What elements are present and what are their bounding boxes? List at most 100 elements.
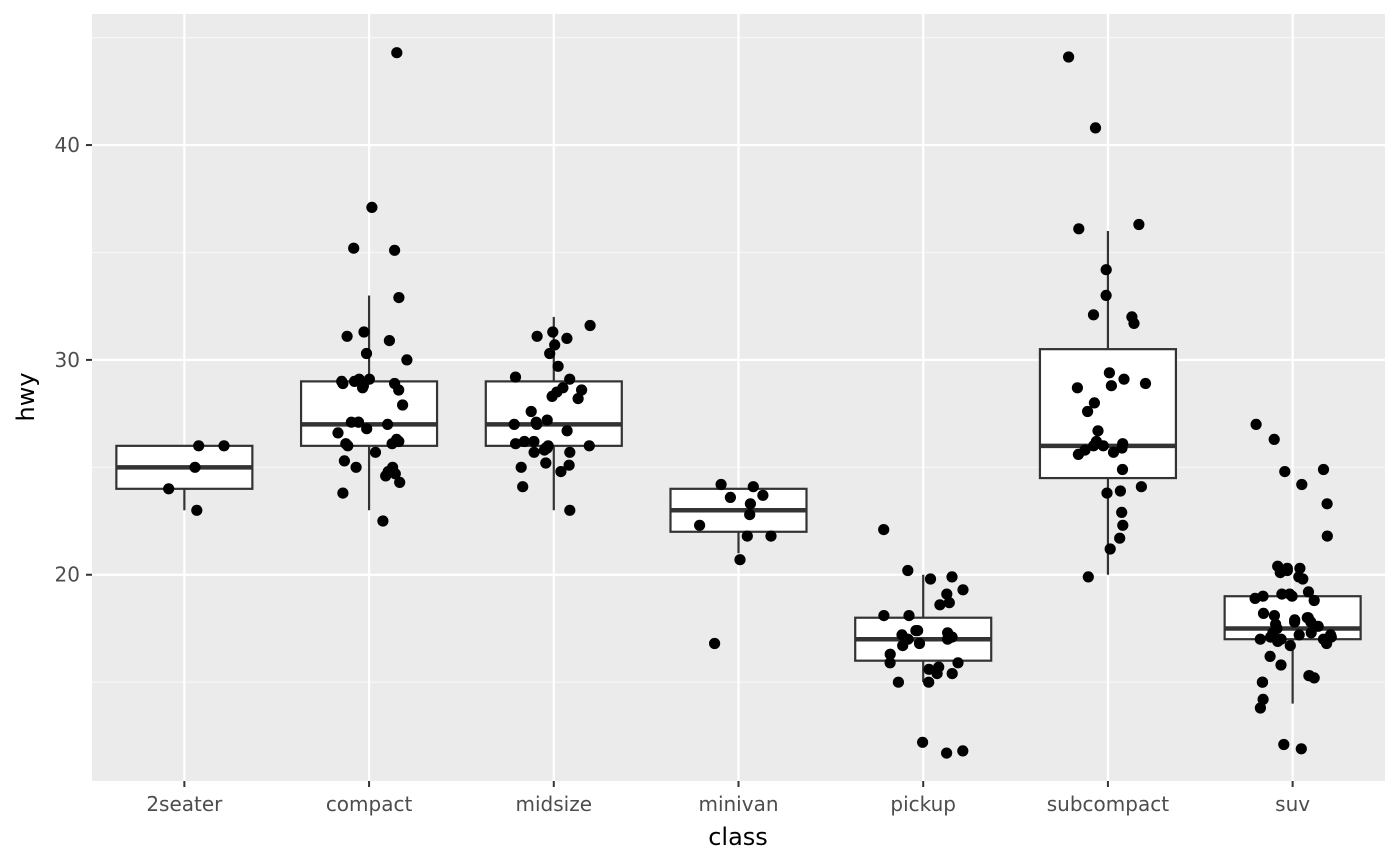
data-point-subcompact	[1082, 571, 1094, 583]
data-point-compact	[336, 375, 348, 387]
data-point-pickup	[943, 597, 955, 609]
data-point-subcompact	[1118, 373, 1130, 385]
data-point-pickup	[941, 588, 953, 600]
data-point-compact	[391, 47, 403, 59]
y-tick-label: 40	[55, 133, 80, 157]
data-point-pickup	[946, 571, 958, 583]
data-point-minivan	[709, 637, 721, 650]
box-2seater	[115, 444, 254, 511]
data-point-suv	[1281, 562, 1293, 574]
box-minivan	[669, 487, 808, 554]
x-tick-label: compact	[326, 792, 413, 816]
data-point-midsize	[584, 319, 596, 332]
data-point-suv	[1276, 588, 1288, 600]
data-point-subcompact	[1092, 425, 1104, 437]
data-point-pickup	[957, 584, 969, 596]
data-point-midsize	[576, 384, 588, 396]
data-point-midsize	[530, 416, 542, 428]
data-point-pickup	[912, 625, 924, 637]
data-point-subcompact	[1071, 382, 1083, 394]
data-point-compact	[369, 446, 382, 458]
data-point-midsize	[564, 446, 576, 458]
data-point-compact	[360, 347, 373, 360]
data-point-pickup	[878, 610, 890, 622]
data-point-compact	[358, 326, 370, 338]
box-iqr	[299, 380, 439, 447]
x-tick-label: 2seater	[146, 792, 223, 816]
data-point-subcompact	[1114, 485, 1126, 497]
data-point-suv	[1296, 478, 1308, 491]
data-point-pickup	[892, 676, 905, 688]
data-point-midsize	[541, 414, 553, 426]
data-point-pickup	[946, 668, 958, 680]
data-point-2seater	[218, 440, 230, 452]
x-tick-label: subcompact	[1047, 792, 1169, 816]
data-point-midsize	[547, 326, 559, 338]
data-point-minivan	[741, 530, 753, 542]
data-point-suv	[1278, 738, 1290, 751]
data-point-compact	[382, 418, 394, 430]
x-axis-title: class	[708, 823, 768, 851]
data-point-compact	[361, 423, 373, 435]
data-point-midsize	[517, 481, 529, 493]
data-point-compact	[366, 201, 378, 213]
data-point-suv	[1284, 640, 1296, 652]
data-point-suv	[1268, 433, 1280, 445]
data-point-minivan	[734, 554, 746, 566]
data-point-suv	[1257, 607, 1270, 620]
data-point-compact	[397, 399, 409, 411]
data-point-compact	[350, 461, 362, 473]
data-point-suv	[1317, 463, 1330, 476]
data-point-pickup	[952, 657, 964, 669]
data-point-suv	[1325, 629, 1337, 641]
data-point-midsize	[515, 461, 527, 473]
data-point-pickup	[878, 524, 890, 536]
data-point-midsize	[525, 405, 537, 418]
data-point-minivan	[744, 498, 757, 510]
data-point-subcompact	[1117, 519, 1129, 531]
data-point-compact	[363, 373, 375, 385]
box-pickup	[854, 574, 993, 683]
data-point-midsize	[561, 332, 573, 344]
data-point-compact	[391, 433, 403, 445]
data-point-suv	[1275, 659, 1287, 671]
data-point-compact	[341, 330, 353, 342]
data-point-suv	[1308, 594, 1320, 607]
data-point-midsize	[557, 382, 569, 394]
data-point-subcompact	[1117, 438, 1129, 450]
data-point-pickup	[903, 610, 915, 622]
data-point-minivan	[744, 508, 756, 521]
data-point-compact	[337, 487, 349, 499]
data-point-midsize	[563, 459, 575, 471]
data-point-pickup	[941, 747, 953, 759]
data-point-suv	[1321, 530, 1333, 542]
data-point-2seater	[189, 461, 201, 473]
data-point-midsize	[549, 339, 561, 351]
data-point-pickup	[884, 657, 896, 669]
data-point-midsize	[528, 446, 540, 458]
data-point-pickup	[902, 564, 914, 577]
data-point-minivan	[747, 481, 759, 493]
data-point-compact	[393, 292, 405, 304]
data-point-subcompact	[1090, 435, 1102, 448]
data-point-suv	[1268, 610, 1280, 622]
data-point-midsize	[509, 438, 522, 450]
data-point-subcompact	[1126, 311, 1138, 323]
data-point-subcompact	[1116, 463, 1129, 476]
data-point-pickup	[942, 627, 954, 639]
data-point-subcompact	[1105, 380, 1117, 392]
data-point-midsize	[509, 371, 522, 383]
data-point-suv	[1289, 614, 1301, 626]
data-point-compact	[383, 335, 395, 347]
data-point-midsize	[583, 440, 595, 452]
data-point-compact	[348, 242, 360, 254]
data-point-compact	[401, 354, 413, 366]
data-point-compact	[394, 476, 406, 488]
data-point-midsize	[544, 347, 556, 360]
data-point-suv	[1293, 571, 1305, 583]
data-point-subcompact	[1063, 51, 1075, 63]
data-point-suv	[1303, 670, 1315, 682]
data-point-compact	[389, 244, 401, 256]
points-layer	[163, 47, 1337, 759]
